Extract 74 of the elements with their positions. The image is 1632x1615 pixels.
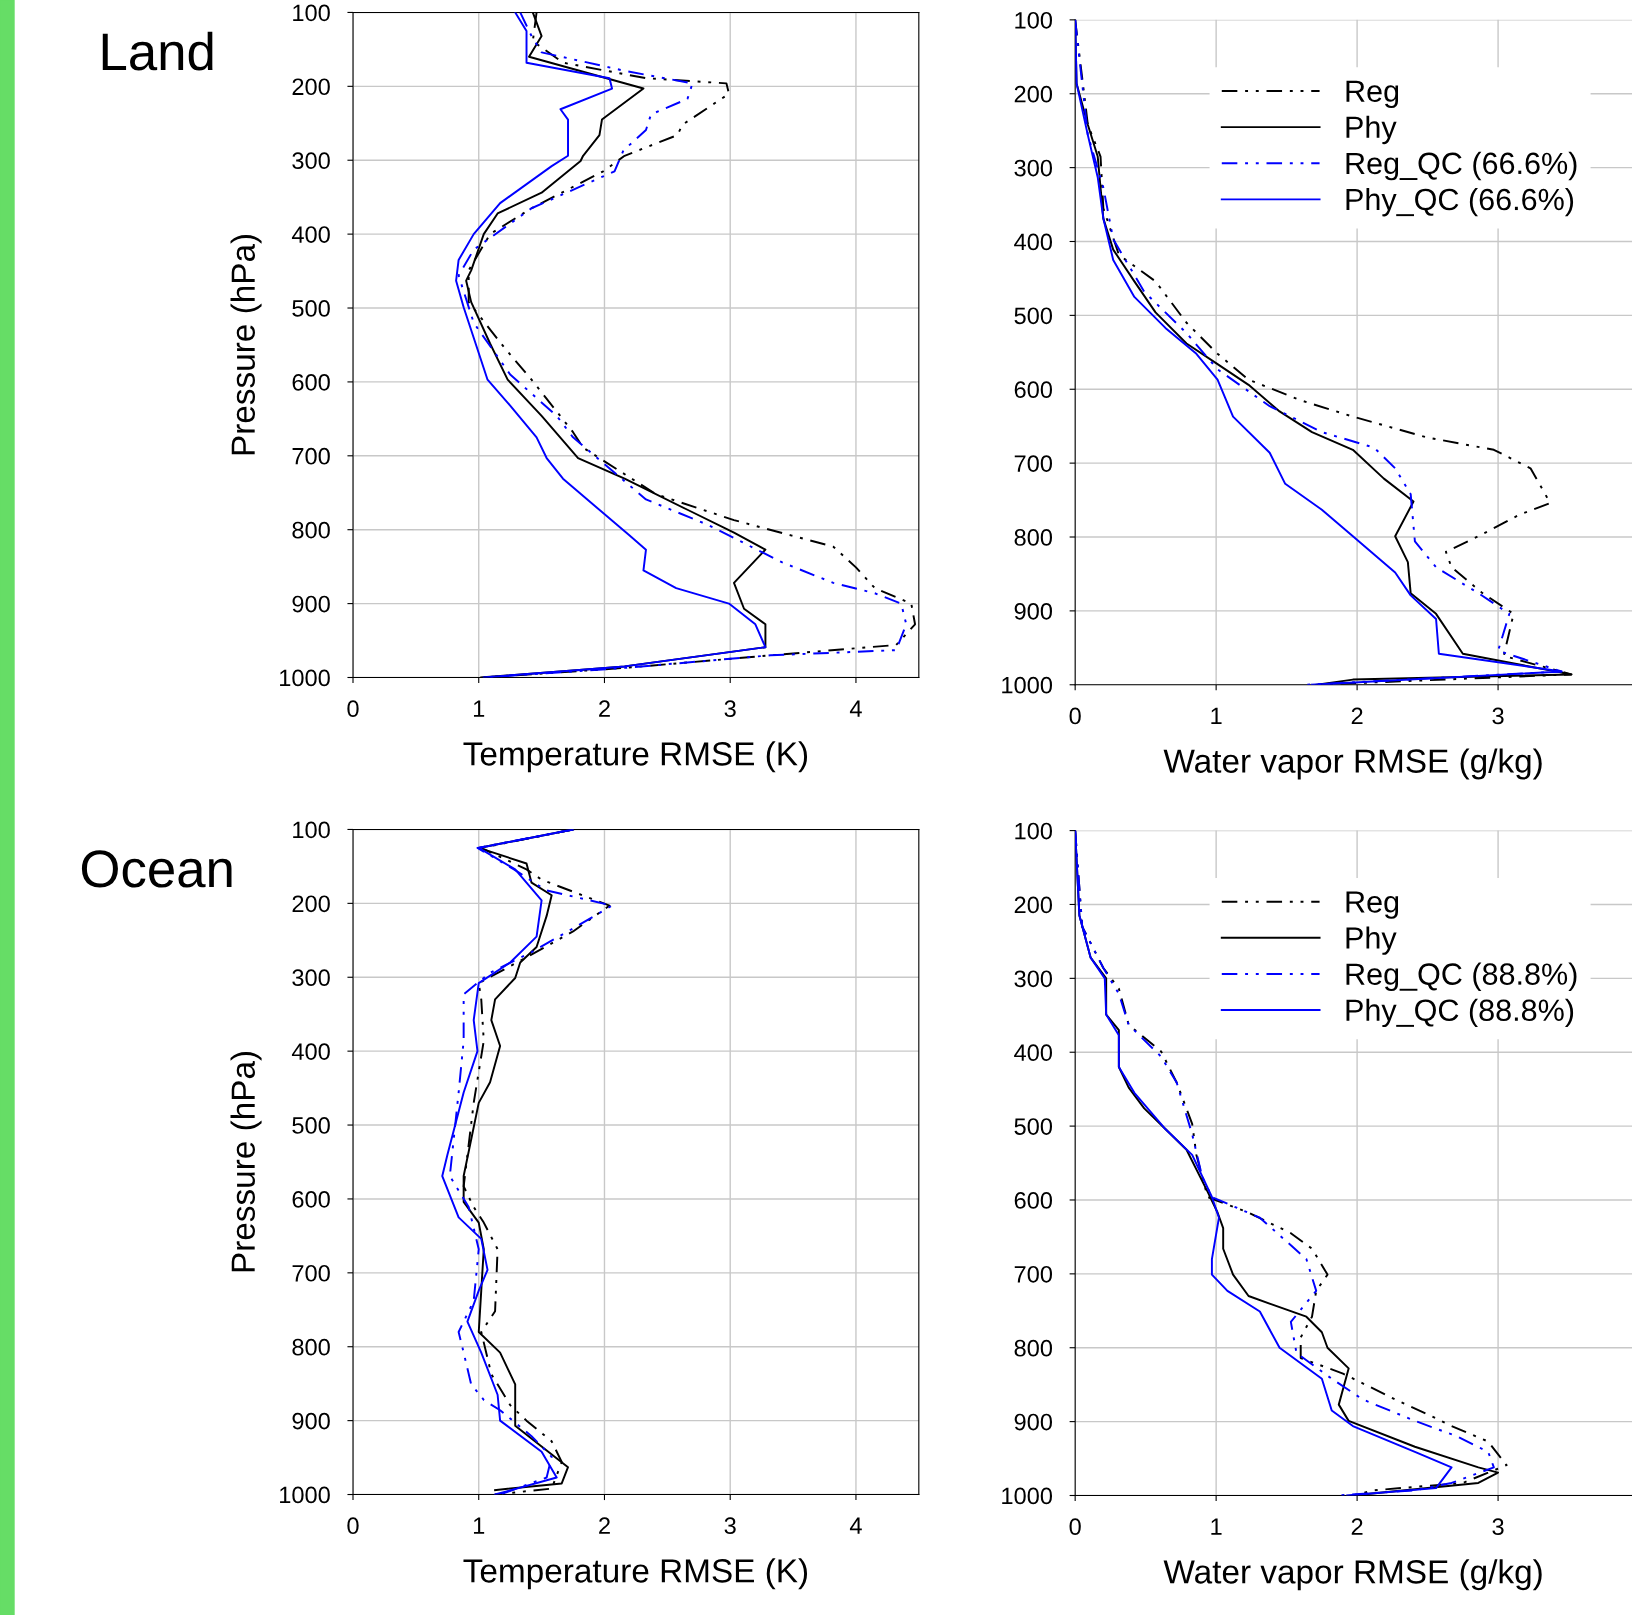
x-tick-label: 2: [1351, 707, 1363, 725]
y-tick-label: 300: [292, 152, 330, 170]
y-tick-label: 700: [1014, 1265, 1053, 1283]
y-tick-label: 600: [1014, 1192, 1053, 1209]
y-tick-label: 900: [292, 595, 330, 613]
legend-label: Reg_QC (66.6%): [1346, 151, 1577, 181]
y-tick-label: 200: [292, 895, 330, 913]
y-tick-label: 200: [1014, 85, 1053, 103]
y-tick-label: 1000: [1002, 676, 1053, 694]
x-tick-label: 2: [599, 1517, 610, 1534]
x-tick-label: 0: [347, 700, 359, 718]
y-tick-label: 1000: [1002, 1487, 1053, 1505]
legend-label: Phy_QC (88.8%): [1346, 998, 1574, 1028]
x-axis-title: Water vapor RMSE (g/kg): [1163, 748, 1542, 780]
y-axis-title: Pressure (hPa): [230, 1051, 262, 1272]
x-tick-label: 3: [724, 700, 736, 718]
y-tick-label: 200: [292, 78, 330, 96]
y-tick-label: 800: [292, 521, 330, 539]
y-tick-label: 100: [1015, 11, 1053, 29]
legend-label: Reg_QC (88.8%): [1346, 962, 1577, 991]
y-tick-label: 400: [1014, 233, 1053, 251]
x-tick-label: 3: [1492, 1518, 1504, 1536]
x-tick-label: 1: [473, 700, 485, 717]
text: Land: [102, 31, 213, 71]
x-tick-label: 3: [1492, 707, 1504, 725]
legend-label: Phy: [1346, 115, 1397, 145]
y-tick-label: 200: [1014, 896, 1053, 914]
y-tick-label: 800: [1014, 1339, 1053, 1357]
y-tick-label: 400: [291, 226, 330, 243]
x-tick-label: 4: [849, 700, 862, 717]
y-tick-label: 700: [292, 1264, 330, 1282]
x-tick-label: 1: [1211, 1518, 1222, 1535]
y-tick-label: 700: [292, 447, 330, 465]
y-tick-label: 1000: [280, 1486, 330, 1504]
y-tick-label: 400: [1014, 1044, 1053, 1062]
y-tick-label: 900: [1014, 602, 1053, 620]
y-tick-label: 500: [292, 300, 330, 317]
y-tick-label: 600: [292, 1191, 330, 1208]
y-tick-label: 900: [292, 1412, 330, 1430]
y-tick-label: 300: [1014, 970, 1053, 988]
y-tick-label: 400: [291, 1043, 330, 1060]
y-tick-label: 800: [1014, 529, 1053, 546]
legend-label: Phy: [1346, 926, 1397, 955]
x-tick-label: 1: [1211, 707, 1222, 725]
y-tick-label: 100: [293, 4, 330, 22]
legend-label: Phy_QC (66.6%): [1346, 187, 1574, 217]
x-tick-label: 2: [599, 700, 610, 717]
y-tick-label: 100: [1015, 822, 1053, 840]
y-tick-label: 800: [292, 1338, 330, 1356]
x-tick-label: 4: [849, 1517, 862, 1534]
y-tick-label: 100: [293, 821, 330, 839]
y-tick-label: 300: [292, 969, 330, 987]
y-tick-label: 900: [1014, 1413, 1053, 1431]
y-tick-label: 600: [292, 373, 330, 391]
y-tick-label: 500: [292, 1117, 330, 1134]
legend-label: Reg: [1346, 80, 1399, 109]
y-tick-label: 500: [1014, 307, 1053, 325]
y-tick-label: 700: [1014, 455, 1053, 472]
y-tick-label: 1000: [280, 669, 330, 687]
x-tick-label: 0: [1069, 707, 1081, 725]
y-tick-label: 300: [1014, 159, 1053, 177]
y-tick-label: 500: [1014, 1118, 1053, 1135]
x-tick-label: 0: [1069, 1518, 1081, 1536]
text: Ocean: [81, 850, 232, 888]
x-tick-label: 0: [347, 1517, 359, 1535]
x-axis-title: Temperature RMSE (K): [463, 741, 808, 773]
x-tick-label: 2: [1351, 1518, 1363, 1535]
y-axis-title: Pressure (hPa): [230, 234, 262, 455]
x-axis-title: Water vapor RMSE (g/kg): [1163, 1559, 1542, 1591]
x-tick-label: 3: [724, 1517, 736, 1535]
x-axis-title: Temperature RMSE (K): [463, 1558, 808, 1590]
x-tick-label: 1: [473, 1517, 485, 1534]
y-tick-label: 600: [1014, 381, 1053, 399]
legend-label: Reg: [1346, 891, 1399, 919]
